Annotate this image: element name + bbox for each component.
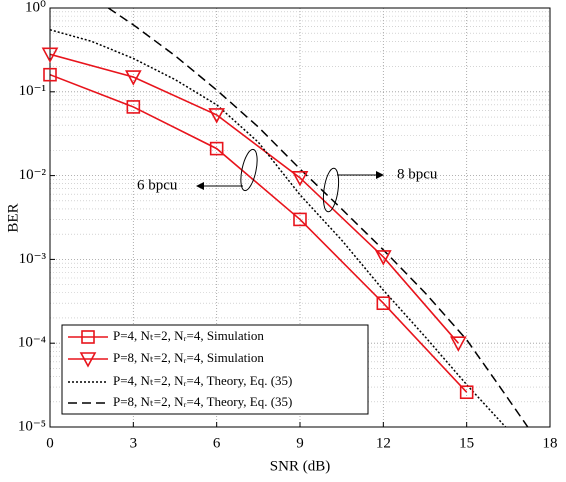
annotation: 6 bpcu bbox=[137, 177, 178, 193]
marker bbox=[126, 100, 141, 114]
y-tick-label: 10⁻² bbox=[19, 167, 47, 183]
marker bbox=[459, 385, 474, 400]
annotation: 8 bpcu bbox=[397, 166, 438, 182]
series-line bbox=[50, 73, 468, 393]
x-axis-label: SNR (dB) bbox=[270, 458, 330, 474]
marker bbox=[79, 352, 97, 368]
series-line bbox=[107, 8, 529, 427]
marker bbox=[209, 141, 224, 156]
legend: P=4, Nₜ=2, Nᵣ=4, Simulation P=8, Nₜ=2, Nᵣ… bbox=[61, 324, 369, 415]
x-tick-label: 12 bbox=[376, 435, 391, 451]
x-tick-label: 0 bbox=[46, 435, 54, 451]
y-tick-label: 10⁻³ bbox=[19, 251, 47, 267]
marker bbox=[208, 108, 226, 124]
marker bbox=[41, 47, 59, 64]
arrowhead bbox=[376, 171, 384, 179]
x-tick-label: 3 bbox=[130, 435, 138, 451]
legend-label: P=4, Nₜ=2, Nᵣ=4, Simulation bbox=[113, 328, 264, 343]
series-line bbox=[50, 29, 507, 427]
marker bbox=[449, 336, 467, 352]
marker bbox=[124, 70, 142, 86]
y-tick-label: 10⁰ bbox=[25, 0, 46, 15]
marker bbox=[374, 250, 392, 266]
marker bbox=[81, 330, 95, 344]
legend-label: P=8, Nₜ=2, Nᵣ=4, Simulation bbox=[113, 350, 264, 365]
marker bbox=[293, 212, 307, 227]
ellipse bbox=[240, 148, 258, 192]
x-tick-label: 9 bbox=[296, 435, 304, 451]
y-tick-label: 10⁻⁵ bbox=[18, 418, 46, 434]
ellipse bbox=[322, 167, 340, 213]
x-tick-label: 15 bbox=[459, 435, 474, 451]
series-lines bbox=[50, 8, 529, 427]
marker bbox=[43, 67, 57, 82]
legend-label: P=4, Nₜ=2, Nᵣ=4, Theory, Eq. (35) bbox=[113, 373, 292, 388]
series-line bbox=[50, 53, 459, 344]
legend-label: P=8, Nₜ=2, Nᵣ=4, Theory, Eq. (35) bbox=[113, 394, 292, 409]
y-tick-label: 10⁻¹ bbox=[19, 83, 46, 99]
marker bbox=[376, 296, 391, 311]
arrowhead bbox=[196, 182, 204, 190]
x-tick-label: 6 bbox=[213, 435, 221, 451]
legend-box bbox=[61, 324, 369, 415]
marker bbox=[291, 171, 309, 187]
y-tick-label: 10⁻⁴ bbox=[18, 335, 46, 351]
y-axis-label: BER bbox=[5, 203, 21, 232]
x-tick-label: 18 bbox=[543, 435, 558, 451]
